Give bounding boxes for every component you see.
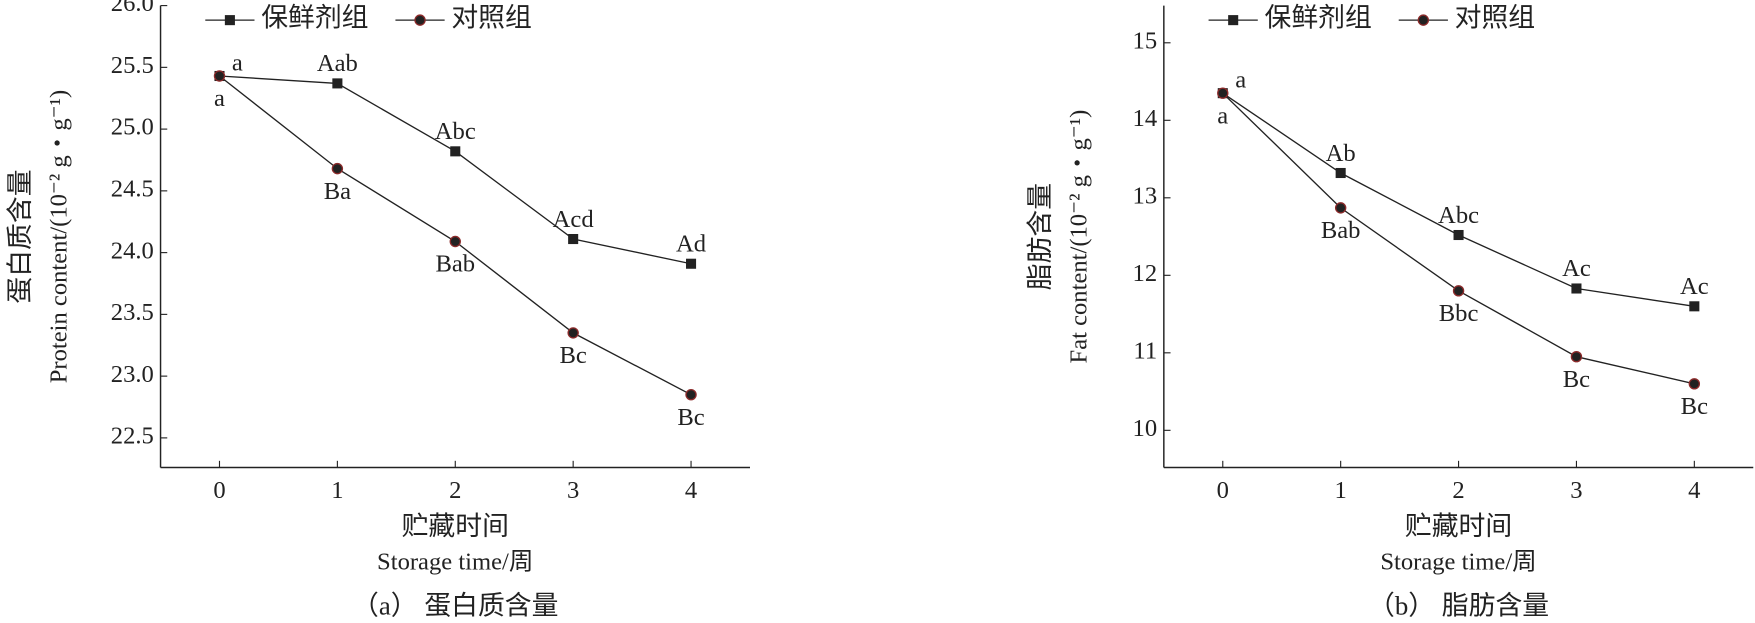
legend-label: 保鲜剂组 [261, 2, 368, 32]
point-label: Bc [559, 342, 586, 369]
marker [1452, 285, 1465, 297]
x-label: 贮藏时间 [1405, 511, 1512, 541]
marker [685, 388, 697, 401]
x-label: 贮藏时间 [402, 511, 509, 541]
point-label: Abc [1438, 202, 1479, 229]
y-tick-label: 23.5 [111, 299, 154, 326]
legend-marker [1417, 14, 1430, 26]
y-tick-label: 13 [1133, 182, 1158, 209]
point-label: Bab [435, 251, 475, 278]
point-label: a [1217, 102, 1228, 129]
marker [567, 327, 579, 339]
marker [1453, 229, 1464, 241]
point-label: Bab [1321, 217, 1361, 244]
y-tick-label: 10 [1133, 415, 1158, 442]
point-label: Bc [1681, 393, 1708, 420]
marker [1571, 283, 1582, 294]
caption: （a） 蛋白质含量 [352, 591, 558, 621]
legend-label: 对照组 [451, 2, 531, 32]
point-label: Bbc [1439, 300, 1479, 327]
marker [332, 78, 343, 89]
y-tick-label: 23.0 [111, 361, 154, 388]
marker [1688, 378, 1701, 390]
y-label: 脂肪含量 [1025, 183, 1055, 290]
line [1222, 92, 1695, 307]
marker [1334, 202, 1347, 214]
x-tick-label: 3 [1570, 477, 1582, 504]
y-tick-label: 25.5 [111, 52, 154, 79]
point-label: Ab [1326, 140, 1356, 167]
x-tick-label: 2 [449, 477, 461, 504]
marker [1570, 350, 1583, 363]
y-tick-label: 14 [1133, 105, 1158, 132]
x-tick-label: 4 [685, 477, 697, 504]
y-tick-label: 24.0 [111, 237, 154, 264]
marker [1335, 167, 1346, 179]
point-label: Ba [324, 178, 351, 205]
point-label: Ac [1680, 273, 1709, 300]
y-label-en: Fat content/(10⁻² g・g⁻¹) [1066, 110, 1093, 364]
legend-marker [414, 14, 426, 26]
y-tick-label: 26.0 [111, 0, 154, 17]
point-label: Aab [317, 50, 358, 77]
marker [568, 233, 579, 245]
y-tick-label: 15 [1133, 27, 1158, 54]
marker [450, 146, 461, 157]
marker [331, 162, 344, 175]
y-label-en: Protein content/(10⁻² g・g⁻¹) [46, 90, 73, 383]
x-tick-label: 0 [1217, 477, 1229, 504]
legend-label: 保鲜剂组 [1264, 2, 1371, 32]
x-tick-label: 1 [331, 477, 343, 504]
x-tick-label: 2 [1452, 477, 1464, 504]
x-tick-label: 1 [1335, 477, 1347, 504]
point-label: a [214, 85, 225, 112]
panel: 22.5 23.0 23.5 24.0 24.5 25.0 25.5 26.0 0 1 2 3 4 贮藏时… [5, 0, 750, 621]
x-label-en: Storage time/周 [1380, 548, 1536, 575]
x-tick-label: 4 [1688, 477, 1700, 504]
point-label: Ad [676, 230, 706, 257]
marker [1689, 301, 1700, 312]
line [219, 75, 692, 265]
marker [449, 235, 461, 248]
y-tick-label: 24.5 [111, 176, 154, 203]
point-label: Bc [1563, 366, 1590, 393]
y-tick-label: 12 [1133, 260, 1158, 287]
point-label: Acd [553, 206, 594, 233]
marker [686, 258, 697, 269]
x-tick-label: 3 [567, 477, 579, 504]
point-label: Abc [435, 118, 476, 145]
legend-marker [224, 15, 235, 26]
legend-marker [1228, 15, 1239, 26]
y-tick-label: 11 [1133, 337, 1157, 364]
point-label: Bc [677, 404, 704, 431]
point-label: a [232, 49, 243, 76]
legend-label: 对照组 [1455, 2, 1535, 32]
caption: （b） 脂肪含量 [1368, 591, 1549, 621]
marker [213, 70, 226, 82]
y-tick-label: 22.5 [111, 423, 154, 450]
x-tick-label: 0 [213, 477, 225, 504]
x-label-en: Storage time/周 [377, 548, 533, 575]
point-label: a [1235, 67, 1246, 94]
point-label: Ac [1562, 255, 1591, 282]
y-label: 蛋白质含量 [5, 169, 35, 303]
marker [1217, 87, 1229, 99]
y-tick-label: 25.0 [111, 114, 154, 141]
